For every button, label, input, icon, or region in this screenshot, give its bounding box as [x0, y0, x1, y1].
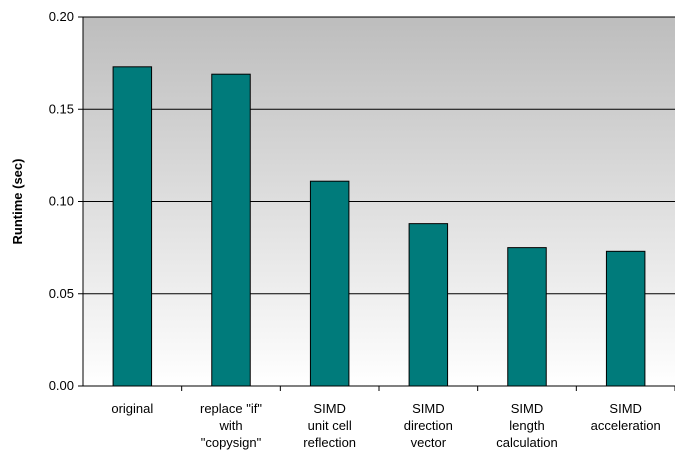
y-tick-label: 0.05: [49, 286, 74, 301]
bars: [112, 66, 646, 387]
bar: [211, 73, 251, 387]
y-tick-label: 0.20: [49, 9, 74, 24]
axes: [82, 17, 675, 391]
y-tick-labels: 0.00 0.05 0.10 0.15 0.20: [49, 9, 74, 393]
x-category-labels: original replace "if" with "copysign" SIMD un…: [111, 401, 660, 450]
bar: [408, 223, 449, 387]
y-tick-label: 0.15: [49, 101, 74, 116]
grid-lines: [78, 16, 675, 387]
x-category-label: original: [111, 401, 153, 416]
y-tick-label: 0.10: [49, 194, 74, 209]
y-axis-title: Runtime (sec): [10, 159, 25, 245]
x-category-label: SIMD direction vector: [404, 401, 453, 450]
bar: [507, 247, 547, 387]
bar: [309, 180, 350, 387]
bar: [112, 66, 153, 387]
x-category-label: SIMD unit cell reflection: [303, 401, 356, 450]
x-category-label: SIMD acceleration: [591, 401, 661, 433]
bar: [605, 250, 646, 387]
y-tick-label: 0.00: [49, 378, 74, 393]
x-category-label: replace "if" with "copysign": [200, 401, 262, 450]
x-category-label: SIMD length calculation: [496, 401, 557, 450]
